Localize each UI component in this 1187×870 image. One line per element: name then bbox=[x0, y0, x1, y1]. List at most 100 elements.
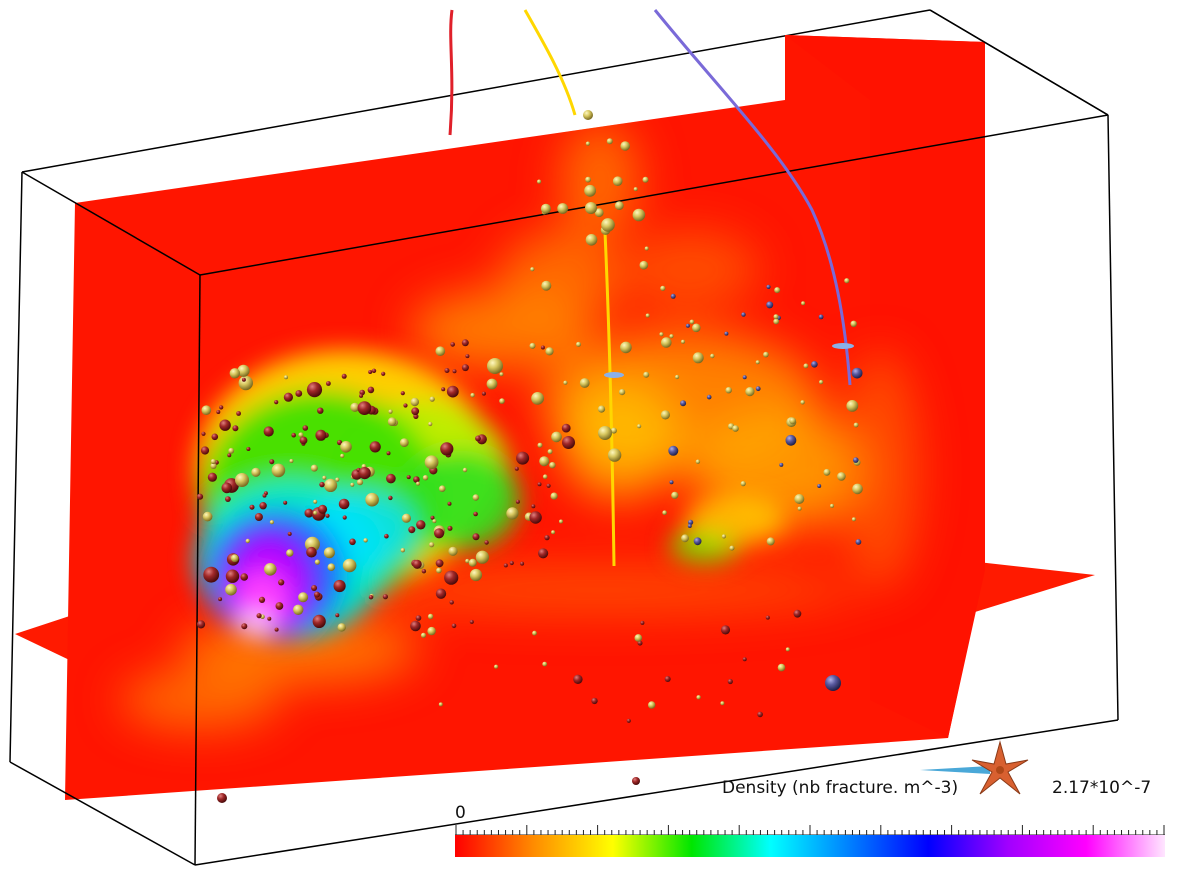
event-sphere bbox=[283, 392, 293, 402]
event-sphere bbox=[785, 434, 797, 446]
event-sphere bbox=[403, 403, 408, 408]
event-sphere bbox=[852, 483, 863, 495]
bounding-box-front bbox=[9, 9, 1119, 866]
event-sphere bbox=[225, 496, 231, 502]
event-sphere bbox=[341, 373, 347, 379]
event-sphere bbox=[306, 382, 323, 398]
event-sphere bbox=[486, 378, 498, 390]
event-sphere bbox=[797, 506, 802, 511]
event-sphere bbox=[229, 368, 240, 379]
event-sphere bbox=[435, 559, 444, 568]
event-sphere bbox=[550, 492, 558, 500]
event-sphere bbox=[516, 451, 530, 465]
event-sphere bbox=[634, 634, 643, 642]
event-sphere bbox=[342, 515, 347, 520]
event-sphere bbox=[415, 615, 422, 621]
event-sphere bbox=[720, 701, 725, 706]
event-sphere bbox=[531, 392, 544, 405]
event-sphere bbox=[671, 491, 679, 499]
event-sphere bbox=[484, 540, 489, 545]
colorbar-max-label: 2.17*10^-7 bbox=[1052, 778, 1152, 798]
event-sphere bbox=[225, 583, 237, 596]
event-sphere bbox=[232, 425, 239, 432]
event-sphere bbox=[465, 558, 470, 564]
event-sphere bbox=[499, 372, 504, 377]
event-sphere bbox=[681, 534, 689, 543]
event-sphere bbox=[217, 793, 227, 803]
event-sphere bbox=[846, 400, 859, 412]
event-sphere bbox=[337, 623, 346, 632]
event-sphere bbox=[755, 360, 760, 365]
event-sphere bbox=[367, 386, 375, 394]
event-sphere bbox=[201, 431, 206, 436]
event-sphere bbox=[427, 613, 434, 620]
event-sphere bbox=[819, 380, 824, 385]
event-sphere bbox=[785, 647, 790, 652]
event-sphere bbox=[537, 442, 543, 448]
event-sphere bbox=[695, 459, 701, 464]
event-sphere bbox=[421, 569, 427, 574]
event-sphere bbox=[258, 596, 266, 604]
event-sphere bbox=[598, 426, 612, 440]
density-slices bbox=[15, 35, 1095, 800]
event-sphere bbox=[269, 459, 275, 465]
event-sphere bbox=[680, 400, 687, 407]
event-sphere bbox=[371, 368, 377, 373]
colorbar-title: Density (nb fracture. m^-3) bbox=[722, 778, 959, 798]
event-sphere bbox=[515, 499, 520, 504]
event-sphere bbox=[382, 594, 388, 600]
event-sphere bbox=[642, 176, 649, 183]
event-sphere bbox=[465, 354, 470, 359]
event-sphere bbox=[304, 508, 314, 518]
event-sphere bbox=[773, 314, 779, 320]
event-sphere bbox=[196, 620, 206, 629]
event-sphere bbox=[381, 371, 386, 376]
event-sphere bbox=[327, 563, 336, 571]
event-sphere bbox=[532, 630, 537, 636]
event-sphere bbox=[306, 546, 317, 558]
event-sphere bbox=[664, 676, 671, 682]
event-sphere bbox=[400, 548, 405, 553]
event-sphere bbox=[444, 368, 450, 373]
event-sphere bbox=[639, 260, 649, 270]
event-sphere bbox=[573, 674, 583, 684]
event-sphere bbox=[225, 569, 240, 583]
event-sphere bbox=[725, 387, 732, 394]
event-sphere bbox=[450, 342, 456, 347]
event-sphere bbox=[542, 661, 548, 667]
event-sphere bbox=[310, 464, 318, 472]
event-sphere bbox=[416, 481, 420, 486]
event-sphere bbox=[721, 534, 727, 539]
compass-rose-icon bbox=[920, 740, 1029, 795]
event-sphere bbox=[444, 570, 459, 585]
event-sphere bbox=[710, 353, 715, 359]
event-sphere bbox=[538, 548, 549, 559]
event-sphere bbox=[729, 545, 735, 551]
event-sphere bbox=[283, 500, 288, 505]
event-sphere bbox=[539, 456, 550, 467]
event-sphere bbox=[660, 410, 671, 420]
event-sphere bbox=[637, 424, 642, 429]
event-sphere bbox=[499, 398, 505, 404]
event-sphere bbox=[585, 234, 598, 246]
event-sphere bbox=[335, 477, 340, 482]
event-sphere bbox=[249, 504, 255, 510]
event-sphere bbox=[851, 367, 863, 379]
event-sphere bbox=[766, 301, 774, 309]
event-sphere bbox=[262, 493, 267, 498]
event-sphere bbox=[462, 467, 468, 473]
event-sphere bbox=[531, 504, 536, 509]
event-sphere bbox=[557, 203, 569, 214]
event-sphere bbox=[757, 711, 763, 718]
event-sphere bbox=[637, 640, 643, 646]
event-sphere bbox=[688, 519, 694, 525]
event-sphere bbox=[326, 381, 331, 386]
event-sphere bbox=[597, 405, 606, 413]
event-sphere bbox=[561, 423, 571, 433]
event-sphere bbox=[342, 558, 357, 573]
colorbar bbox=[455, 835, 1165, 857]
event-sphere bbox=[408, 526, 416, 534]
event-sphere bbox=[481, 391, 486, 396]
